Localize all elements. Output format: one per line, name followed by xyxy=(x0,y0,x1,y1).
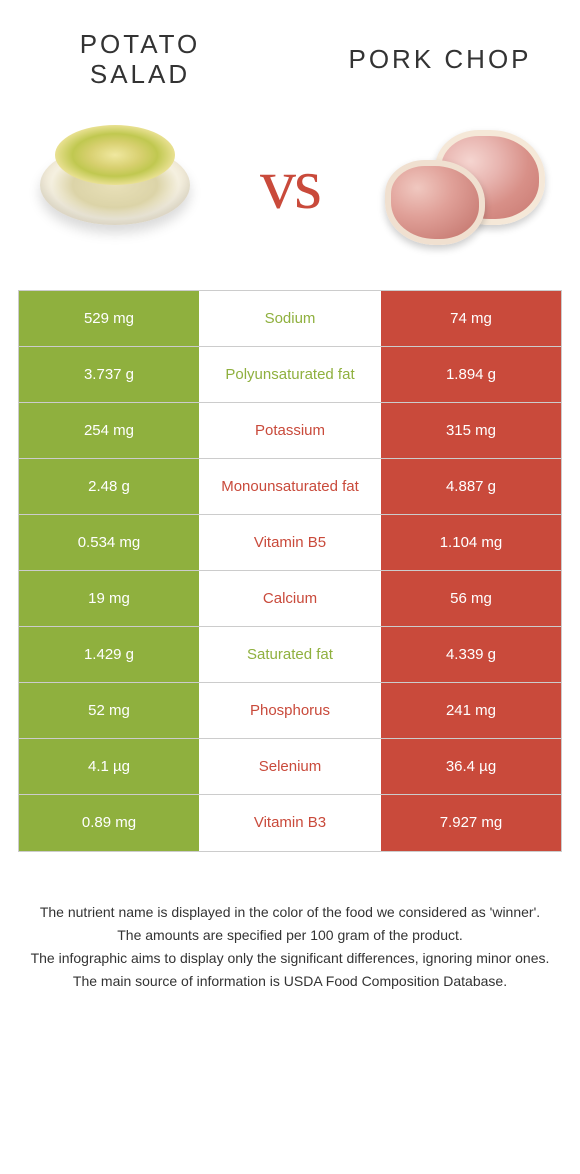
table-row: 19 mgCalcium56 mg xyxy=(19,571,561,627)
nutrient-name-cell: Polyunsaturated fat xyxy=(199,347,381,402)
images-row: vs xyxy=(0,110,580,290)
footnote-line: The infographic aims to display only the… xyxy=(30,948,550,969)
right-value-cell: 4.887 g xyxy=(381,459,561,514)
left-food-image xyxy=(30,115,200,255)
nutrient-name-cell: Vitamin B3 xyxy=(199,795,381,851)
left-value-cell: 529 mg xyxy=(19,291,199,346)
footnote-line: The amounts are specified per 100 gram o… xyxy=(30,925,550,946)
table-row: 52 mgPhosphorus241 mg xyxy=(19,683,561,739)
table-row: 254 mgPotassium315 mg xyxy=(19,403,561,459)
footnote-line: The main source of information is USDA F… xyxy=(30,971,550,992)
potato-salad-icon xyxy=(40,145,190,225)
right-value-cell: 315 mg xyxy=(381,403,561,458)
right-value-cell: 4.339 g xyxy=(381,627,561,682)
left-food-title: Potato Salad xyxy=(40,30,240,90)
nutrient-name-cell: Selenium xyxy=(199,739,381,794)
pork-chop-icon xyxy=(385,125,545,245)
right-value-cell: 7.927 mg xyxy=(381,795,561,851)
right-value-cell: 74 mg xyxy=(381,291,561,346)
footnote-line: The nutrient name is displayed in the co… xyxy=(30,902,550,923)
left-value-cell: 0.534 mg xyxy=(19,515,199,570)
table-row: 2.48 gMonounsaturated fat4.887 g xyxy=(19,459,561,515)
nutrient-name-cell: Saturated fat xyxy=(199,627,381,682)
footnotes: The nutrient name is displayed in the co… xyxy=(0,852,580,992)
left-value-cell: 2.48 g xyxy=(19,459,199,514)
nutrient-name-cell: Calcium xyxy=(199,571,381,626)
nutrient-name-cell: Sodium xyxy=(199,291,381,346)
table-row: 4.1 µgSelenium36.4 µg xyxy=(19,739,561,795)
table-row: 0.534 mgVitamin B51.104 mg xyxy=(19,515,561,571)
nutrient-name-cell: Vitamin B5 xyxy=(199,515,381,570)
table-row: 529 mgSodium74 mg xyxy=(19,291,561,347)
header: Potato Salad Pork Chop xyxy=(0,0,580,110)
right-value-cell: 1.104 mg xyxy=(381,515,561,570)
left-value-cell: 19 mg xyxy=(19,571,199,626)
left-value-cell: 1.429 g xyxy=(19,627,199,682)
table-row: 0.89 mgVitamin B37.927 mg xyxy=(19,795,561,851)
nutrient-name-cell: Phosphorus xyxy=(199,683,381,738)
nutrient-table: 529 mgSodium74 mg3.737 gPolyunsaturated … xyxy=(18,290,562,852)
table-row: 1.429 gSaturated fat4.339 g xyxy=(19,627,561,683)
left-value-cell: 4.1 µg xyxy=(19,739,199,794)
left-value-cell: 254 mg xyxy=(19,403,199,458)
right-food-image xyxy=(380,115,550,255)
right-value-cell: 1.894 g xyxy=(381,347,561,402)
right-value-cell: 36.4 µg xyxy=(381,739,561,794)
left-value-cell: 3.737 g xyxy=(19,347,199,402)
table-row: 3.737 gPolyunsaturated fat1.894 g xyxy=(19,347,561,403)
vs-label: vs xyxy=(260,143,320,226)
right-food-title: Pork Chop xyxy=(340,45,540,75)
left-value-cell: 52 mg xyxy=(19,683,199,738)
nutrient-name-cell: Monounsaturated fat xyxy=(199,459,381,514)
nutrient-name-cell: Potassium xyxy=(199,403,381,458)
right-value-cell: 241 mg xyxy=(381,683,561,738)
right-value-cell: 56 mg xyxy=(381,571,561,626)
left-value-cell: 0.89 mg xyxy=(19,795,199,851)
